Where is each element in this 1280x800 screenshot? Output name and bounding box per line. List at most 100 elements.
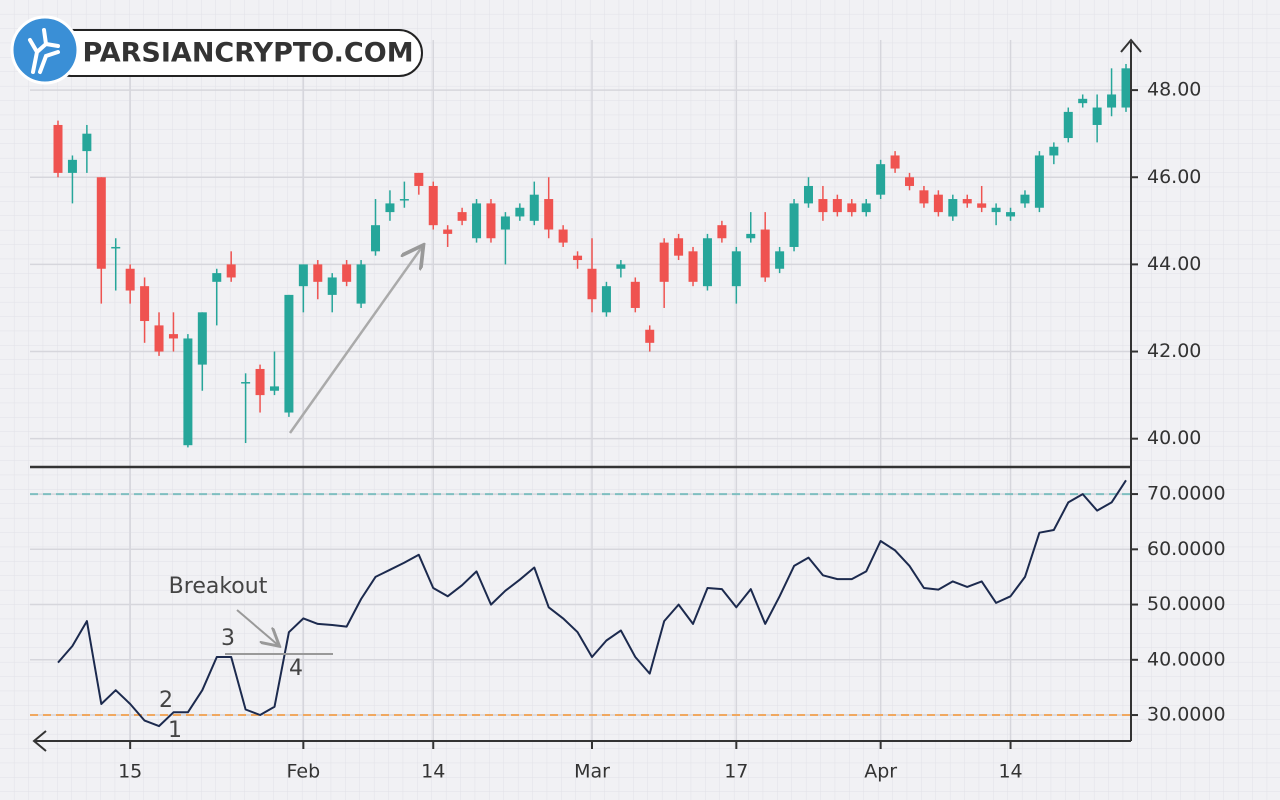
annotation: Breakout <box>169 574 268 599</box>
candle-body <box>67 159 77 173</box>
candle-body <box>298 264 308 287</box>
y-tick-label: 40.0000 <box>1147 648 1226 670</box>
candle-body <box>241 382 251 384</box>
y-tick-label: 42.00 <box>1147 340 1201 362</box>
candle-body <box>486 203 496 239</box>
candle-body <box>544 199 554 230</box>
candle-body <box>558 229 568 243</box>
candle-body <box>443 229 453 234</box>
candle-body <box>1107 94 1117 108</box>
candle-body <box>818 199 828 213</box>
candle-body <box>1063 111 1073 139</box>
candle-body <box>573 255 583 261</box>
y-tick-label: 48.00 <box>1147 79 1201 101</box>
x-tick-label: 14 <box>421 761 445 783</box>
candle-body <box>327 277 337 295</box>
candle-body <box>616 264 626 269</box>
candle-body <box>515 207 525 217</box>
candle-body <box>457 212 467 221</box>
candle-body <box>962 199 972 204</box>
candle-body <box>832 199 842 213</box>
candle-body <box>371 225 381 252</box>
candle-body <box>1092 107 1102 125</box>
candle-body <box>1020 194 1030 204</box>
candle-body <box>760 229 770 278</box>
candle-body <box>991 207 1001 213</box>
candle-body <box>197 312 207 365</box>
candle-body <box>659 242 669 282</box>
candle-body <box>428 185 438 226</box>
rsi-line <box>57 479 1127 728</box>
candle-body <box>645 329 655 343</box>
candle-body <box>717 225 727 239</box>
watermark: PARSIANCRYPTO.COM <box>10 15 423 85</box>
candle-body <box>96 177 106 269</box>
candle-body <box>890 155 900 169</box>
y-axis-arrow <box>1120 38 1142 53</box>
candle-body <box>1049 146 1059 156</box>
candle-body <box>861 203 871 213</box>
x-tick-label: Mar <box>574 761 610 783</box>
candle-body <box>82 133 92 152</box>
candle-body <box>385 203 395 213</box>
candle-body <box>356 264 366 304</box>
x-tick-label: Feb <box>287 761 321 783</box>
x-tick-label: Apr <box>864 761 897 783</box>
candle-body <box>269 386 279 391</box>
candle-body <box>789 203 799 247</box>
x-axis-arrow <box>32 730 47 752</box>
candle-body <box>111 246 121 249</box>
candle-body <box>500 216 510 230</box>
candle-body <box>847 203 857 213</box>
y-tick-label: 50.0000 <box>1147 593 1226 615</box>
candle-body <box>674 238 684 256</box>
candle-body <box>933 194 943 213</box>
x-tick-label: 15 <box>118 761 142 783</box>
candle-body <box>313 264 323 282</box>
annotation: 3 <box>221 626 235 651</box>
y-tick-label: 44.00 <box>1147 253 1201 275</box>
annotation: 1 <box>168 718 182 743</box>
candle-body <box>140 286 150 322</box>
breakout-arrow <box>236 609 278 645</box>
y-tick-label: 46.00 <box>1147 166 1201 188</box>
candle-body <box>630 281 640 308</box>
candle-body <box>1006 212 1016 217</box>
grid <box>30 40 1131 741</box>
watermark-text: PARSIANCRYPTO.COM <box>82 38 413 69</box>
candle-body <box>905 177 915 186</box>
candle-body <box>212 273 222 282</box>
candle-body <box>876 164 886 195</box>
candle-body <box>601 286 611 313</box>
candle-body <box>284 294 294 413</box>
candle-body <box>226 264 236 278</box>
candle-body <box>977 203 987 208</box>
candle-body <box>168 334 178 339</box>
candle-body <box>399 199 409 201</box>
candle-body <box>472 203 482 239</box>
candle-body <box>746 233 756 239</box>
candle-body <box>342 264 352 282</box>
marks <box>30 63 1131 728</box>
candle-body <box>688 251 698 282</box>
candle-body <box>414 172 424 186</box>
x-tick-label: 14 <box>998 761 1022 783</box>
candle-body <box>803 185 813 204</box>
candle-body <box>948 199 958 217</box>
candle-body <box>1034 155 1044 208</box>
candle-body <box>1078 98 1088 104</box>
candle-body <box>775 251 785 269</box>
candle-body <box>1121 68 1131 108</box>
candle-body <box>53 124 63 173</box>
y-tick-label: 30.0000 <box>1147 704 1226 726</box>
candle-body <box>919 190 929 204</box>
logo-icon <box>28 28 60 74</box>
annotation: 4 <box>289 656 303 681</box>
x-tick-label: 17 <box>724 761 748 783</box>
candle-body <box>731 251 741 287</box>
y-tick-label: 40.00 <box>1147 427 1201 449</box>
y-tick-label: 60.0000 <box>1147 538 1226 560</box>
candle-body <box>183 338 193 446</box>
candle-body <box>125 268 135 291</box>
